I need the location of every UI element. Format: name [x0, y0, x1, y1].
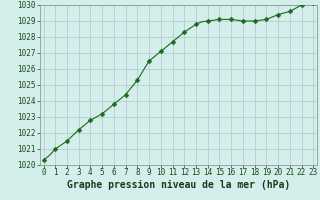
X-axis label: Graphe pression niveau de la mer (hPa): Graphe pression niveau de la mer (hPa) — [67, 180, 290, 190]
